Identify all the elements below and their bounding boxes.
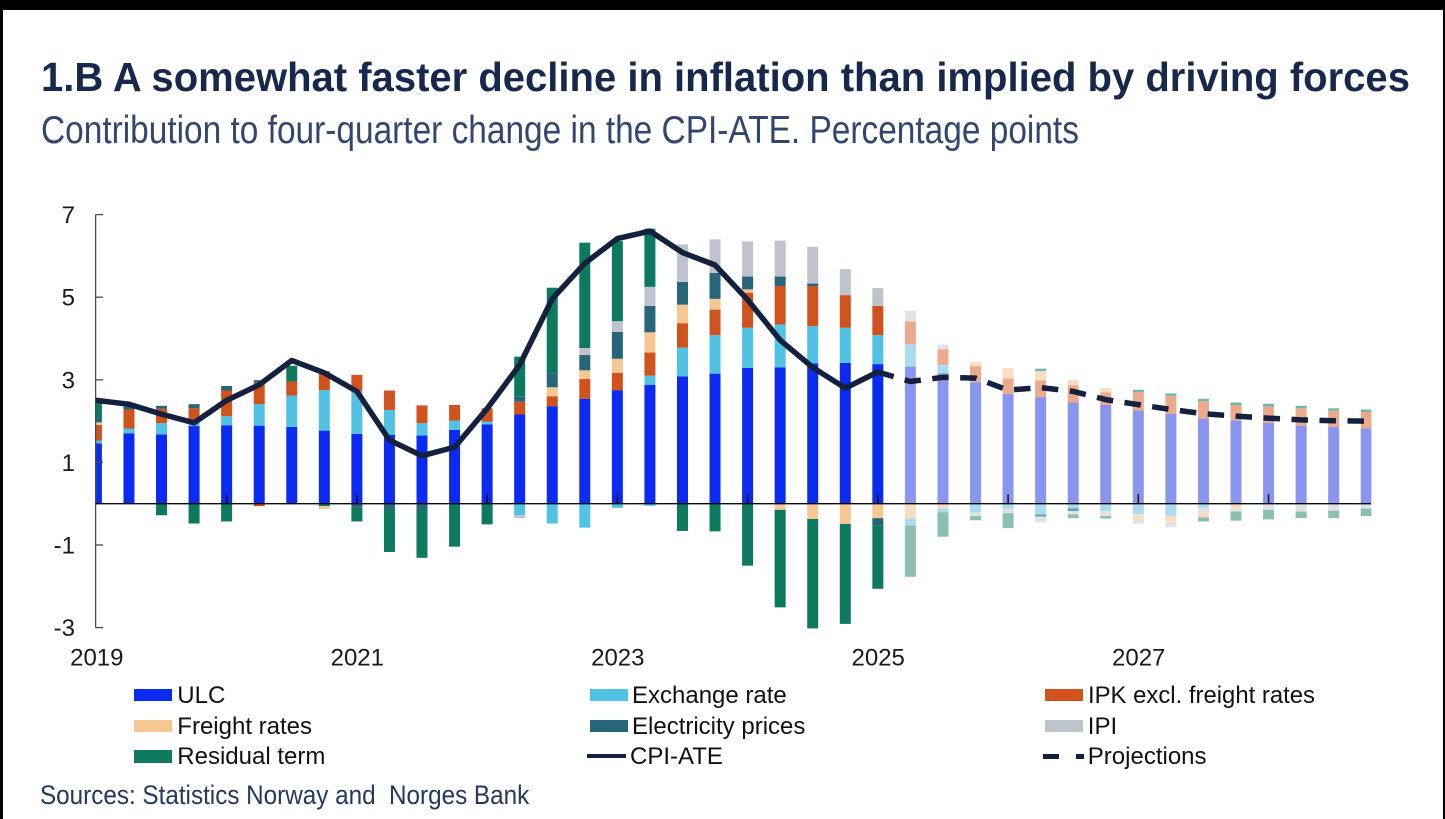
svg-text:2027: 2027 bbox=[1112, 645, 1165, 672]
svg-text:2025: 2025 bbox=[852, 645, 905, 672]
svg-text:2023: 2023 bbox=[591, 645, 644, 672]
svg-text:-1: -1 bbox=[54, 533, 75, 560]
svg-text:2021: 2021 bbox=[331, 645, 384, 672]
svg-text:7: 7 bbox=[62, 202, 75, 229]
svg-text:5: 5 bbox=[62, 285, 75, 312]
svg-text:3: 3 bbox=[62, 367, 75, 394]
svg-text:1: 1 bbox=[62, 450, 75, 477]
svg-text:2019: 2019 bbox=[70, 645, 123, 672]
svg-text:-3: -3 bbox=[54, 615, 75, 642]
